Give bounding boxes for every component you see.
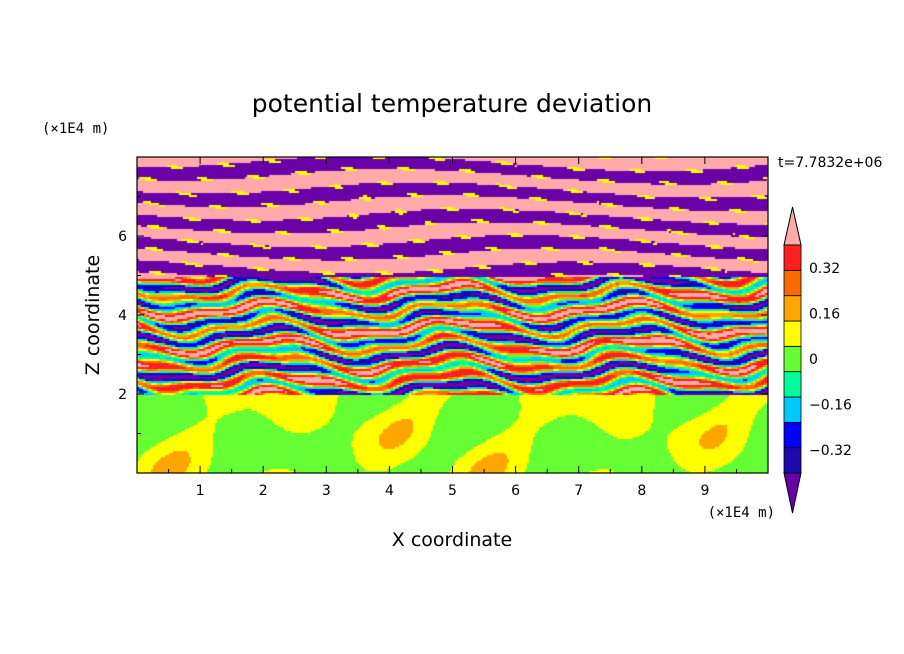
contour-field-image [137, 157, 768, 473]
y-tick-label: 6 [118, 229, 127, 245]
x-tick-label: 6 [511, 483, 520, 499]
colorbar-bin [783, 447, 802, 474]
x-tick-label: 2 [259, 483, 268, 499]
colorbar-tick-label: 0.16 [809, 306, 840, 322]
y-unit-label: (×1E4 m) [42, 121, 109, 137]
colorbar-bin [783, 371, 802, 398]
x-unit-label: (×1E4 m) [708, 505, 775, 521]
y-tick-label: 4 [118, 308, 127, 324]
colorbar-max-extend [783, 206, 802, 246]
x-tick-label: 5 [448, 483, 457, 499]
x-tick-label: 8 [637, 483, 646, 499]
x-tick-label: 9 [700, 483, 709, 499]
colorbar-bin [783, 421, 802, 449]
x-tick-label: 4 [385, 483, 394, 499]
colorbar-bin [783, 295, 802, 322]
x-axis-label: X coordinate [392, 529, 512, 551]
x-axis: 1 2 3 4 5 6 7 8 9 [168, 157, 737, 499]
chart-title: potential temperature deviation [252, 89, 652, 118]
colorbar-tick-label: −0.32 [809, 443, 852, 459]
colorbar-bin [783, 269, 802, 297]
y-axis-label: Z coordinate [82, 255, 104, 375]
colorbar-bin [783, 396, 802, 423]
time-label: t=7.7832e+06 [778, 155, 882, 171]
x-tick-label: 3 [322, 483, 331, 499]
colorbar-tick-label: 0.32 [809, 261, 840, 277]
contour-plot-area [137, 157, 768, 473]
x-tick-label: 1 [196, 483, 205, 499]
colorbar-bin [783, 244, 802, 271]
colorbar: 0.32 0.16 0 −0.16 −0.32 [783, 206, 852, 514]
y-axis: 2 4 6 [118, 196, 768, 434]
colorbar-min-extend [783, 472, 802, 514]
colorbar-bin [783, 320, 802, 347]
colorbar-bin [783, 345, 802, 373]
y-tick-label: 2 [118, 387, 127, 403]
colorbar-tick-label: 0 [809, 352, 818, 368]
x-tick-label: 7 [574, 483, 583, 499]
colorbar-tick-label: −0.16 [809, 398, 852, 414]
